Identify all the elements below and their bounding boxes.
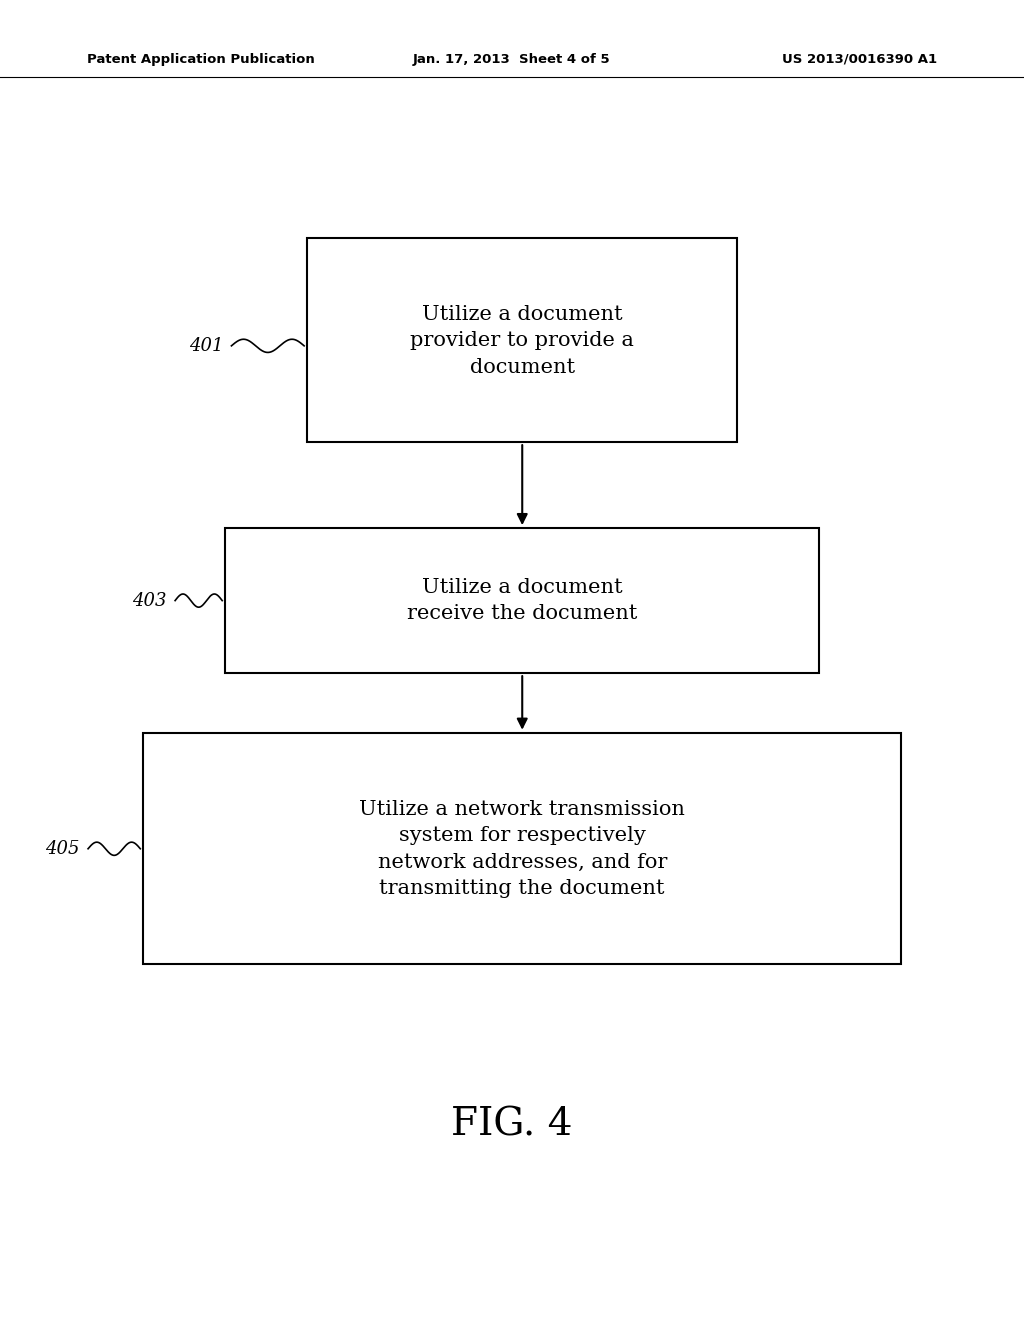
Text: 401: 401 — [188, 337, 223, 355]
Text: FIG. 4: FIG. 4 — [452, 1106, 572, 1143]
Text: Patent Application Publication: Patent Application Publication — [87, 53, 314, 66]
Text: US 2013/0016390 A1: US 2013/0016390 A1 — [782, 53, 937, 66]
Text: Utilize a document
provider to provide a
document: Utilize a document provider to provide a… — [411, 305, 634, 376]
Bar — [307, 238, 737, 442]
Bar — [225, 528, 819, 673]
Bar — [143, 733, 901, 964]
Text: Utilize a document
receive the document: Utilize a document receive the document — [408, 578, 637, 623]
Text: Utilize a network transmission
system for respectively
network addresses, and fo: Utilize a network transmission system fo… — [359, 800, 685, 898]
Text: 405: 405 — [45, 840, 80, 858]
Text: 403: 403 — [132, 591, 167, 610]
Text: Jan. 17, 2013  Sheet 4 of 5: Jan. 17, 2013 Sheet 4 of 5 — [414, 53, 610, 66]
